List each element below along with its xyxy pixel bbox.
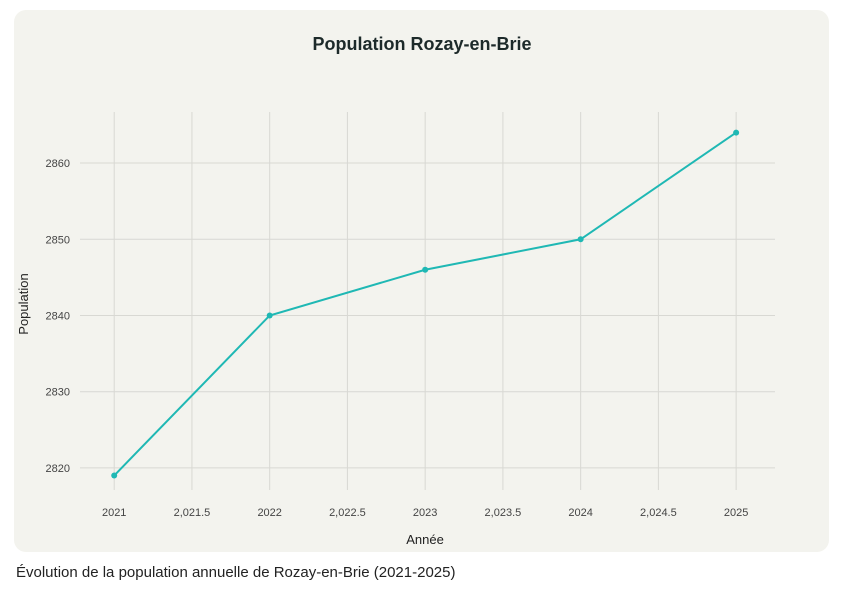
y-tick-label: 2850	[46, 234, 70, 246]
y-tick-label: 2840	[46, 310, 70, 322]
x-tick-label: 2,023.5	[485, 507, 522, 519]
data-point	[111, 472, 118, 479]
x-tick-label: 2021	[102, 507, 126, 519]
y-tick-label: 2860	[46, 158, 70, 170]
x-tick-label: 2022	[257, 507, 281, 519]
x-tick-label: 2024	[568, 507, 592, 519]
y-tick-label: 2820	[46, 463, 70, 475]
x-tick-label: 2023	[413, 507, 437, 519]
chart-card	[14, 10, 829, 552]
chart-title: Population Rozay-en-Brie	[312, 34, 531, 54]
data-point	[733, 129, 740, 136]
x-tick-label: 2025	[724, 507, 748, 519]
data-point	[266, 312, 273, 319]
x-axis-label: Année	[406, 532, 444, 547]
x-tick-label: 2,024.5	[640, 507, 677, 519]
y-axis-label: Population	[16, 273, 31, 334]
x-tick-label: 2,021.5	[174, 507, 211, 519]
y-tick-label: 2830	[46, 387, 70, 399]
data-point	[577, 236, 584, 243]
chart-caption: Évolution de la population annuelle de R…	[16, 564, 456, 581]
x-tick-label: 2,022.5	[329, 507, 366, 519]
data-point	[422, 266, 429, 273]
